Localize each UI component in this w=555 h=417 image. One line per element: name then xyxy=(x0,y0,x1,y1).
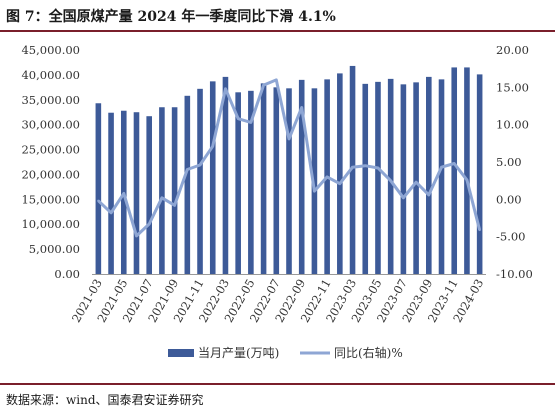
combo-chart: 0.00 5,000.00 10,000.00 15,000.00 20,000.00 2… xyxy=(21,43,533,360)
y-left-tick-label: 20,000.00 xyxy=(21,167,80,181)
chart-legend: 当月产量(万吨) 同比(右轴)% xyxy=(168,345,403,360)
line-point xyxy=(465,178,469,182)
line-point xyxy=(249,121,253,124)
y-left-tick-label: 0.00 xyxy=(54,267,80,281)
bar-mark xyxy=(159,107,165,274)
line-point xyxy=(440,166,443,169)
line-point xyxy=(186,168,189,171)
y-left-tick-label: 35,000.00 xyxy=(21,93,80,107)
bar-mark xyxy=(375,81,381,274)
y-left-tick-label: 25,000.00 xyxy=(21,143,80,157)
line-point xyxy=(453,162,456,165)
legend-bar-label: 当月产量(万吨) xyxy=(198,346,279,360)
bar-mark xyxy=(362,83,369,274)
line-point xyxy=(325,175,329,179)
line-point xyxy=(236,117,240,120)
line-point xyxy=(287,137,291,141)
bar-mark xyxy=(197,88,203,275)
bar-mark xyxy=(387,78,394,274)
y-right-tick-label: -5.00 xyxy=(496,230,526,244)
line-point xyxy=(402,196,405,200)
line-point xyxy=(338,182,342,185)
bar-mark xyxy=(349,65,356,274)
line-point xyxy=(389,179,392,182)
y-left-tick-label: 10,000.00 xyxy=(21,217,80,231)
line-point xyxy=(376,166,380,170)
bar-mark xyxy=(426,76,432,274)
y-left-tick-label: 40,000.00 xyxy=(21,68,80,82)
y-right-tick-label: 0.00 xyxy=(496,192,522,206)
line-point xyxy=(135,234,138,238)
bar-mark xyxy=(184,95,191,274)
bar-mark xyxy=(298,79,305,274)
line-point xyxy=(414,180,418,184)
bar-mark xyxy=(273,87,280,274)
y-right-tick-label: 20.00 xyxy=(496,43,529,57)
bar-mark xyxy=(464,67,470,274)
line-point xyxy=(147,222,151,226)
bar-mark xyxy=(286,88,292,274)
y-left-tick-label: 30,000.00 xyxy=(21,118,80,132)
y-right-tick-label: 15.00 xyxy=(496,80,529,94)
bar-mark xyxy=(222,76,229,274)
legend-bar-swatch xyxy=(168,349,194,357)
chart-area: 0.00 5,000.00 10,000.00 15,000.00 20,000.00 2… xyxy=(0,34,555,379)
line-point xyxy=(427,193,431,197)
line-series xyxy=(97,78,482,238)
line-point xyxy=(364,164,367,167)
y-left-tick-label: 45,000.00 xyxy=(21,43,80,57)
y-axis-right: -10.00 -5.00 0.00 5.00 10.00 15.00 20.00 xyxy=(496,43,533,281)
title-bar: 图 7：全国原煤产量 2024 年一季度同比下滑 4.1% xyxy=(0,0,555,32)
figure-title: 图 7：全国原煤产量 2024 年一季度同比下滑 4.1% xyxy=(6,9,336,25)
bar-series xyxy=(95,65,483,275)
y-left-tick-label: 5,000.00 xyxy=(29,242,80,256)
line-point xyxy=(224,87,227,91)
line-point xyxy=(122,192,125,195)
line-point xyxy=(313,189,316,193)
bar-mark xyxy=(133,112,140,274)
bar-mark xyxy=(337,73,343,274)
line-point xyxy=(173,204,176,207)
bar-mark xyxy=(260,83,267,275)
bar-mark xyxy=(146,116,152,275)
legend-line-label: 同比(右轴)% xyxy=(334,345,403,360)
line-point xyxy=(300,106,303,109)
line-point xyxy=(262,83,265,87)
line-point xyxy=(478,228,481,232)
y-axis-left: 0.00 5,000.00 10,000.00 15,000.00 20,000.00 2… xyxy=(21,43,80,281)
bar-mark xyxy=(413,82,419,274)
bar-mark xyxy=(209,81,216,274)
line-point xyxy=(97,199,100,203)
bar-mark xyxy=(248,90,254,274)
bar-mark xyxy=(451,67,458,274)
x-axis: 2021-032021-052021-072021-092021-112022-… xyxy=(69,274,486,325)
line-point xyxy=(160,196,164,200)
bar-mark xyxy=(95,103,102,274)
source-note: 数据来源：wind、国泰君安证券研究 xyxy=(6,393,204,407)
line-point xyxy=(198,163,202,167)
y-right-tick-label: -10.00 xyxy=(496,267,533,281)
bar-mark xyxy=(438,79,445,274)
bar-mark xyxy=(400,84,407,274)
y-right-tick-label: 5.00 xyxy=(496,155,522,169)
source-bar: 数据来源：wind、国泰君安证券研究 xyxy=(0,383,555,417)
line-point xyxy=(275,78,278,82)
bar-mark xyxy=(235,92,241,274)
bar-mark xyxy=(476,74,483,274)
bar-mark xyxy=(108,112,114,274)
y-left-tick-label: 15,000.00 xyxy=(21,192,80,206)
bar-mark xyxy=(171,107,178,274)
line-point xyxy=(211,145,214,148)
bar-mark xyxy=(311,88,318,274)
line-point xyxy=(109,211,113,214)
line-point xyxy=(351,166,354,169)
y-right-tick-label: 10.00 xyxy=(496,118,529,132)
